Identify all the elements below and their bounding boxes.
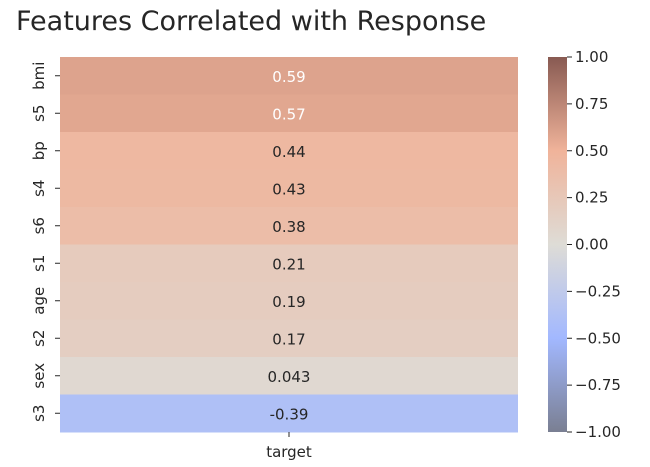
heatmap-cell — [60, 357, 518, 395]
chart-title: Features Correlated with Response — [16, 6, 486, 37]
heatmap-cell — [60, 57, 518, 95]
colorbar-tick-label: −1.00 — [575, 423, 621, 441]
cell-value-label: 0.44 — [272, 143, 305, 161]
heatmap-cell — [60, 94, 518, 133]
colorbar-tick-label: 0.00 — [575, 236, 608, 254]
row-label: s2 — [30, 330, 48, 347]
cell-value-label: 0.59 — [272, 68, 305, 86]
heatmap-cells: 0.59 0.57 0.44 0.43 0.38 0.21 0.19 0.17 0.043 -0.… — [60, 57, 518, 433]
cell-value-label: 0.21 — [272, 255, 305, 273]
heatmap-cell — [60, 244, 518, 283]
colorbar-tick-label: 0.75 — [575, 95, 608, 113]
heatmap-cell — [60, 207, 518, 245]
heatmap-cell — [60, 282, 518, 320]
cell-value-label: 0.38 — [272, 218, 305, 236]
cell-value-label: 0.57 — [272, 105, 305, 123]
row-label: s1 — [30, 255, 48, 272]
row-label: sex — [30, 363, 48, 389]
colorbar-tick-label: −0.75 — [575, 376, 621, 394]
colorbar-tick-label: 0.25 — [575, 189, 608, 207]
column-label: target — [266, 443, 312, 461]
heatmap-cell — [60, 132, 518, 170]
colorbar-gradient — [548, 57, 567, 432]
cell-value-label: 0.19 — [272, 293, 305, 311]
heatmap-cell — [60, 169, 518, 208]
column-labels: target — [266, 432, 312, 461]
colorbar-tick-label: 0.50 — [575, 142, 608, 160]
row-label: s6 — [30, 217, 48, 234]
row-labels: bmi s5 bp s4 s6 s1 age s2 sex s3 — [30, 62, 60, 422]
colorbar: 1.00 0.75 0.50 0.25 0.00 −0.25 −0.50 −0.75 −1.00 — [548, 48, 621, 441]
cell-value-label: 0.43 — [272, 180, 305, 198]
heatmap-cell — [60, 394, 518, 433]
row-label: bp — [30, 141, 48, 160]
row-label: s3 — [30, 405, 48, 422]
row-label: s4 — [30, 180, 48, 197]
colorbar-tick-label: 1.00 — [575, 48, 608, 66]
row-label: s5 — [30, 105, 48, 122]
row-label: age — [30, 287, 48, 315]
cell-value-label: -0.39 — [270, 405, 309, 423]
heatmap-cell — [60, 319, 518, 358]
colorbar-tick-label: −0.25 — [575, 282, 621, 300]
cell-value-label: 0.043 — [268, 368, 311, 386]
cell-value-label: 0.17 — [272, 330, 305, 348]
colorbar-tick-label: −0.50 — [575, 329, 621, 347]
row-label: bmi — [30, 62, 48, 90]
